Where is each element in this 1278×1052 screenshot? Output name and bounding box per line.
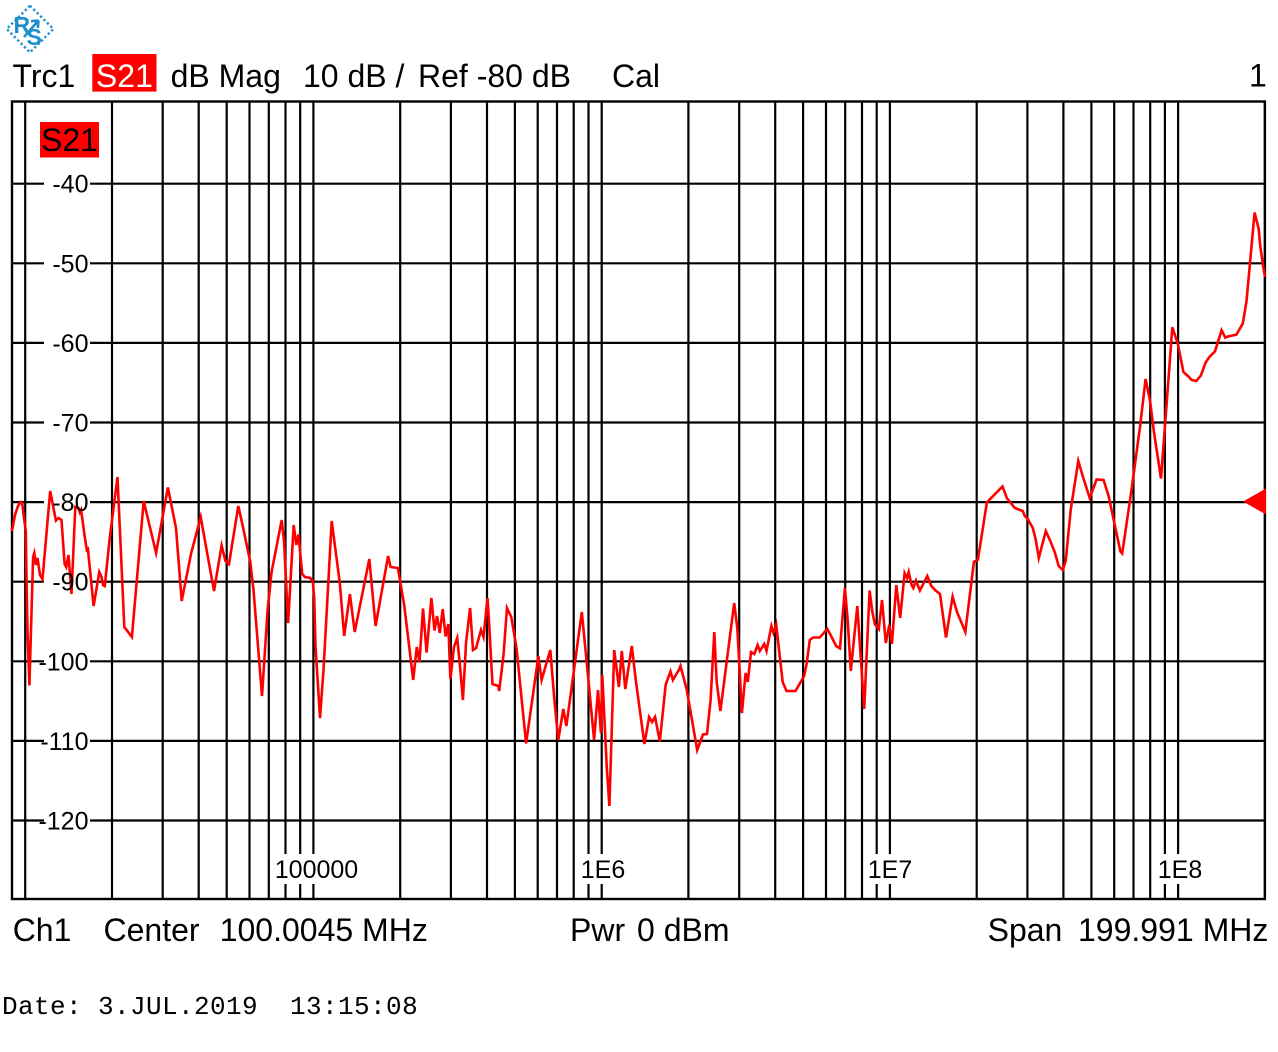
svg-text:Ref -80 dB: Ref -80 dB (418, 58, 571, 94)
svg-text:-110: -110 (40, 728, 88, 756)
svg-text:100000: 100000 (275, 856, 358, 884)
svg-text:-80: -80 (52, 489, 88, 517)
svg-text:Ch1: Ch1 (13, 912, 72, 948)
svg-text:-60: -60 (52, 330, 88, 358)
svg-text:-90: -90 (52, 569, 88, 597)
svg-text:S21: S21 (96, 58, 153, 94)
svg-text:-40: -40 (52, 171, 88, 199)
svg-text:-100: -100 (38, 648, 88, 676)
svg-text:1E7: 1E7 (868, 856, 912, 884)
svg-text:199.991 MHz: 199.991 MHz (1078, 912, 1268, 948)
svg-text:1: 1 (1249, 58, 1267, 94)
svg-text:Span: Span (988, 912, 1063, 948)
svg-text:dB Mag: dB Mag (171, 58, 281, 94)
svg-text:S21: S21 (41, 122, 98, 158)
svg-text:-50: -50 (52, 250, 88, 278)
svg-text:1E6: 1E6 (581, 856, 625, 884)
svg-text:Cal: Cal (612, 58, 660, 94)
svg-text:Center: Center (104, 912, 200, 948)
svg-text:Pwr: Pwr (570, 912, 625, 948)
svg-text:S: S (27, 24, 42, 50)
svg-text:0 dBm: 0 dBm (637, 912, 729, 948)
svg-text:-120: -120 (38, 808, 88, 836)
svg-text:10 dB /: 10 dB / (303, 58, 405, 94)
svg-text:100.0045 MHz: 100.0045 MHz (220, 912, 428, 948)
svg-text:-70: -70 (52, 410, 88, 438)
svg-text:R: R (14, 12, 31, 38)
svg-text:1E8: 1E8 (1158, 856, 1202, 884)
svg-text:Date: 3.JUL.2019 13:15:08: Date: 3.JUL.2019 13:15:08 (2, 992, 418, 1022)
svg-text:Trc1: Trc1 (13, 58, 76, 94)
